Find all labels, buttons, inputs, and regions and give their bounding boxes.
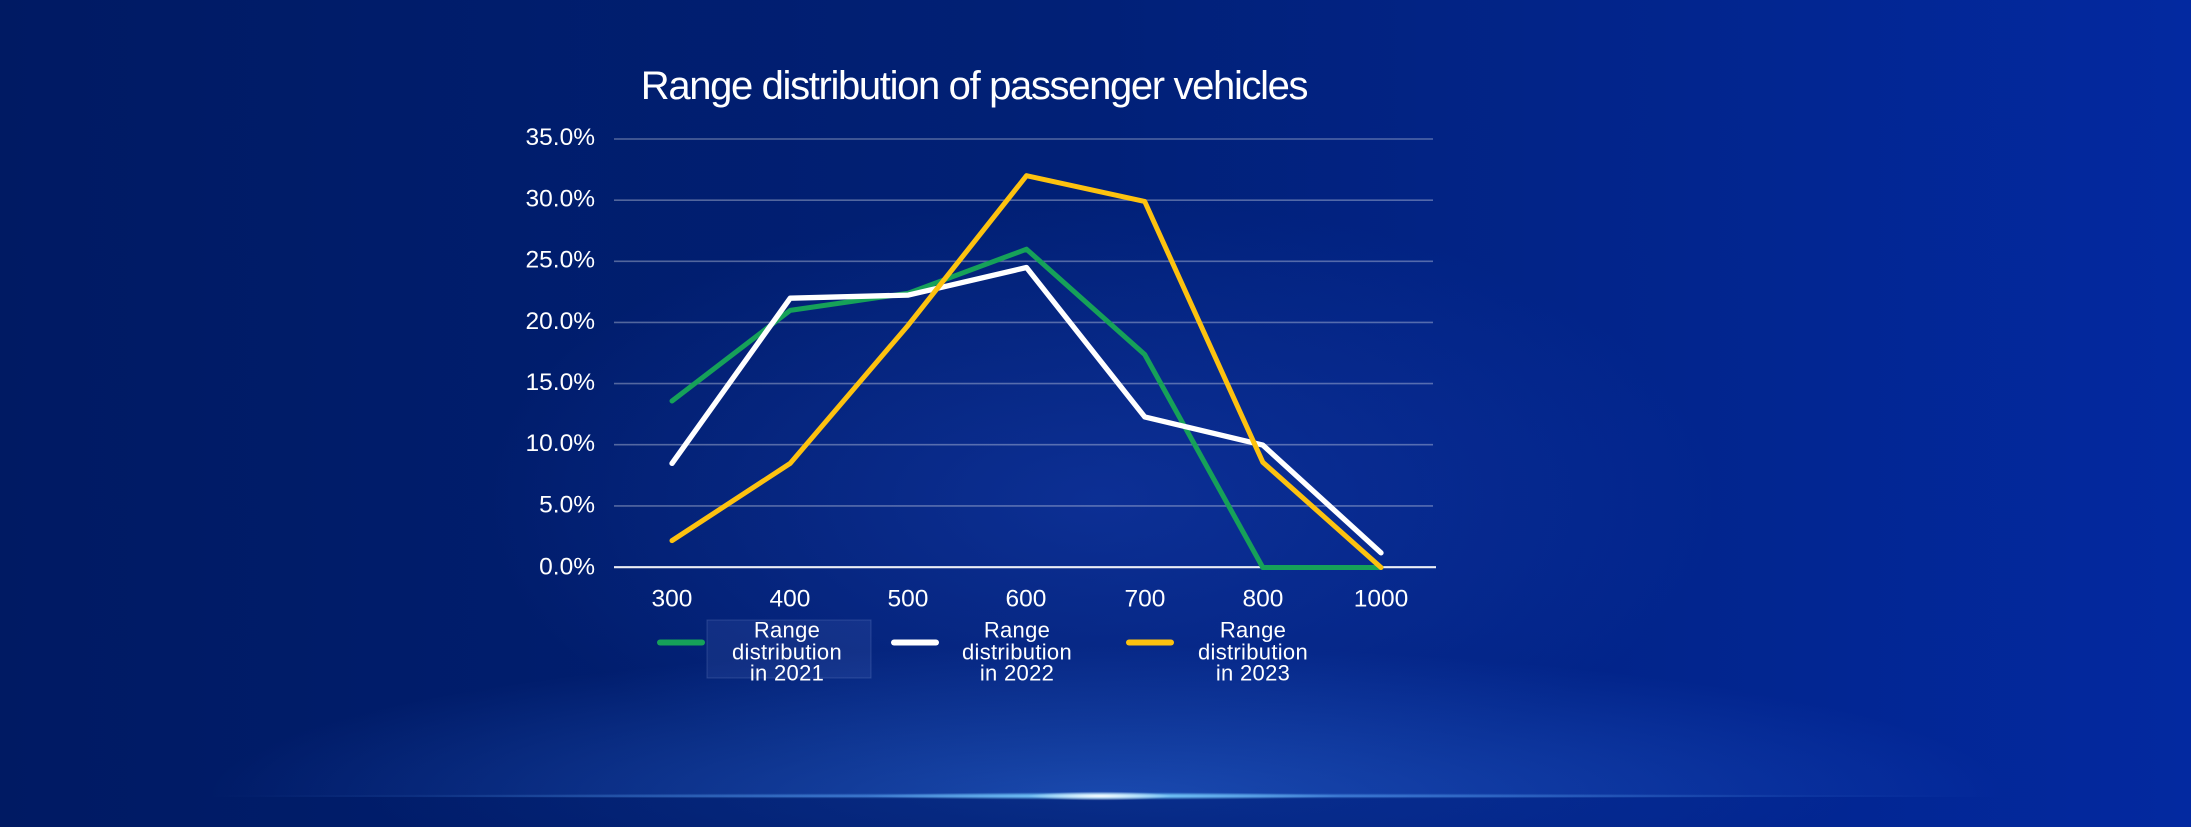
svg-text:5.0%: 5.0%	[539, 491, 595, 518]
svg-text:30.0%: 30.0%	[526, 185, 595, 212]
svg-text:600: 600	[1006, 586, 1047, 613]
svg-text:300: 300	[652, 586, 693, 613]
svg-text:in 2022: in 2022	[980, 661, 1054, 686]
svg-text:Range: Range	[754, 618, 820, 643]
svg-text:25.0%: 25.0%	[526, 247, 595, 274]
svg-text:distribution: distribution	[1198, 640, 1308, 665]
svg-text:800: 800	[1243, 586, 1284, 613]
svg-text:Range: Range	[984, 618, 1050, 643]
svg-text:in 2021: in 2021	[750, 661, 824, 686]
svg-text:400: 400	[770, 586, 811, 613]
svg-text:1000: 1000	[1354, 586, 1409, 613]
svg-text:distribution: distribution	[962, 640, 1072, 665]
svg-text:700: 700	[1125, 586, 1166, 613]
svg-text:35.0%: 35.0%	[526, 124, 595, 151]
svg-text:10.0%: 10.0%	[526, 430, 595, 457]
svg-text:distribution: distribution	[732, 640, 842, 665]
svg-text:15.0%: 15.0%	[526, 369, 595, 396]
svg-text:20.0%: 20.0%	[526, 308, 595, 335]
svg-text:Range distribution of passenge: Range distribution of passenger vehicles	[641, 64, 1308, 108]
svg-text:in 2023: in 2023	[1216, 661, 1290, 686]
svg-text:Range: Range	[1220, 618, 1286, 643]
svg-text:0.0%: 0.0%	[539, 554, 595, 581]
svg-text:500: 500	[888, 586, 929, 613]
